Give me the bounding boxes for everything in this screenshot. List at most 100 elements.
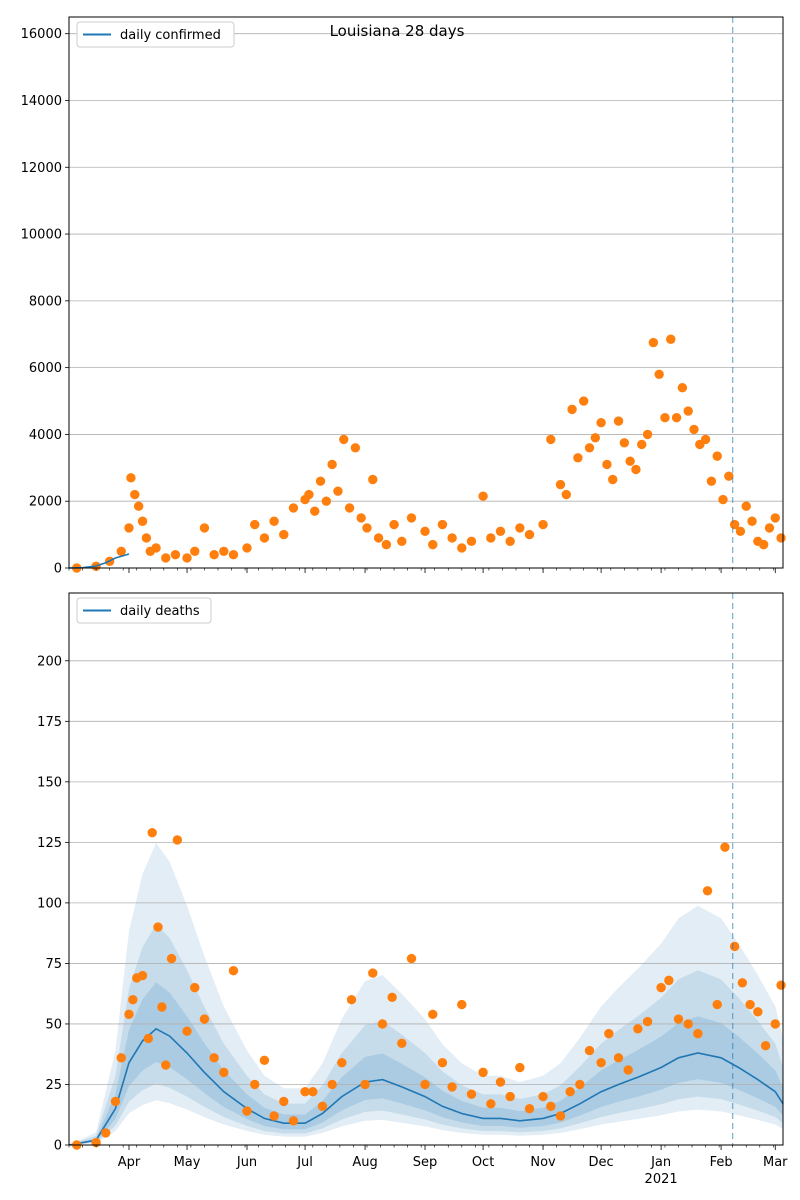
y-tick-label: 4000 <box>29 428 62 443</box>
data-point <box>128 995 138 1005</box>
data-point <box>269 516 279 526</box>
data-point <box>337 1057 347 1068</box>
data-point <box>350 443 361 453</box>
data-point <box>776 533 786 543</box>
data-point <box>673 1014 684 1024</box>
data-point <box>259 533 270 543</box>
data-point <box>524 1103 535 1114</box>
data-point <box>486 533 496 543</box>
x-tick-label: May <box>174 1155 201 1170</box>
data-point <box>406 513 417 523</box>
data-point <box>666 334 676 344</box>
legend-label-daily-confirmed: daily confirmed <box>120 28 221 43</box>
y-tick-label: 75 <box>45 957 62 972</box>
data-point <box>546 1101 556 1111</box>
data-point <box>317 1101 328 1111</box>
data-point <box>310 506 320 516</box>
data-point <box>368 474 378 485</box>
chart-title: Louisiana 28 days <box>330 22 465 40</box>
data-point <box>466 536 477 546</box>
data-point <box>505 1091 515 1102</box>
data-point <box>288 1116 299 1126</box>
confirmed-legend: daily confirmed <box>76 21 235 48</box>
x-tick-label: Oct <box>472 1155 494 1170</box>
data-point <box>747 516 757 526</box>
data-point <box>428 1009 438 1019</box>
legend-box <box>76 21 235 48</box>
deaths-plot-frame <box>68 592 784 1146</box>
data-point <box>161 553 171 563</box>
data-point <box>327 459 337 470</box>
data-point <box>495 526 506 536</box>
data-point <box>166 953 177 964</box>
data-point <box>505 536 515 546</box>
data-point <box>190 982 200 993</box>
legend-label-daily-deaths: daily deaths <box>120 604 200 619</box>
data-point <box>604 1028 614 1039</box>
data-point <box>397 1038 407 1049</box>
data-point <box>259 1055 270 1065</box>
data-point <box>575 1079 585 1090</box>
data-point <box>515 1062 525 1073</box>
data-point <box>170 549 181 560</box>
data-point <box>437 1057 448 1068</box>
confirmed-plot-frame <box>68 16 784 569</box>
x-tick-label: Nov <box>530 1155 556 1170</box>
data-point <box>642 1016 653 1027</box>
data-point <box>735 526 746 536</box>
data-point <box>368 968 378 978</box>
data-point <box>151 543 161 553</box>
data-point <box>596 1057 606 1068</box>
x-tick-label: Jun <box>236 1155 257 1170</box>
data-point <box>333 486 343 496</box>
data-point <box>578 396 589 406</box>
data-point <box>242 1106 252 1116</box>
data-point <box>288 503 299 513</box>
data-point <box>693 1028 703 1039</box>
y-tick-label: 175 <box>37 715 62 730</box>
data-point <box>712 451 722 461</box>
data-point <box>466 1089 477 1099</box>
data-point <box>141 533 152 543</box>
data-point <box>110 1096 121 1107</box>
data-point <box>219 546 229 557</box>
data-point <box>602 459 612 470</box>
data-point <box>608 474 618 485</box>
data-point <box>182 1026 192 1036</box>
data-point <box>279 1096 289 1107</box>
y-tick-label: 12000 <box>21 161 62 176</box>
data-point <box>648 337 659 348</box>
data-point <box>515 523 525 533</box>
data-point <box>124 523 134 533</box>
y-tick-label: 0 <box>54 562 62 577</box>
data-point <box>683 1019 693 1029</box>
data-point <box>478 1067 488 1078</box>
data-point <box>584 443 595 453</box>
y-tick-label: 2000 <box>29 495 62 510</box>
data-point <box>447 533 457 543</box>
data-point <box>737 978 748 988</box>
data-point <box>269 1111 279 1121</box>
data-point <box>172 835 183 845</box>
data-point <box>741 501 751 511</box>
data-point <box>555 479 566 490</box>
data-point <box>683 406 693 416</box>
data-point <box>308 1087 318 1097</box>
deaths-line <box>68 1027 784 1146</box>
data-point <box>561 489 571 500</box>
data-point <box>677 382 688 393</box>
data-point <box>613 416 624 426</box>
deaths-x-ticks: Apr May Jun Jul Aug Sep Oct Nov Dec Jan Feb Mar <box>68 1145 788 1170</box>
data-point <box>689 424 699 435</box>
data-point <box>137 516 148 526</box>
data-point <box>147 827 157 838</box>
data-point <box>590 433 601 443</box>
data-point <box>420 526 430 536</box>
data-point <box>389 519 399 530</box>
data-point <box>495 1077 506 1087</box>
data-point <box>486 1099 496 1109</box>
data-point <box>478 491 488 501</box>
data-point <box>625 456 635 466</box>
y-tick-label: 14000 <box>21 94 62 109</box>
deaths-legend: daily deaths <box>76 597 212 624</box>
